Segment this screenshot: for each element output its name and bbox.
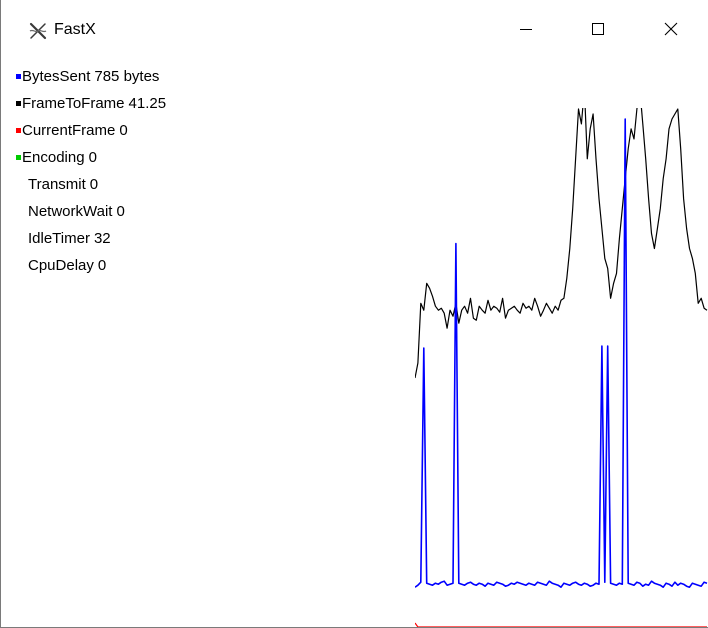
legend-name: CpuDelay <box>28 257 94 274</box>
legend-value: 785 bytes <box>94 68 160 85</box>
legend-name: Transmit <box>28 176 86 193</box>
stats-plot <box>415 108 708 627</box>
legend-value: 0 <box>89 176 99 193</box>
stats-plot-svg <box>415 108 708 627</box>
legend-name: CurrentFrame <box>22 122 116 139</box>
series-line-2 <box>415 622 707 627</box>
window-title: FastX <box>54 21 96 38</box>
legend-value: 0 <box>119 122 128 139</box>
legend-swatch <box>16 155 21 160</box>
legend-value: 0 <box>88 149 97 166</box>
series-line-1 <box>415 118 708 589</box>
legend-value: 0 <box>97 257 107 274</box>
fastx-logo-icon <box>29 22 47 40</box>
legend-name: NetworkWait <box>28 203 113 220</box>
legend-name: BytesSent <box>22 68 91 85</box>
legend-name: Encoding <box>22 149 85 166</box>
series-line-0 <box>415 108 708 379</box>
maximize-icon <box>590 21 606 42</box>
legend-name: FrameToFrame <box>22 95 125 112</box>
legend-swatch <box>16 74 21 79</box>
legend-swatch <box>16 101 21 106</box>
legend-swatch <box>16 128 21 133</box>
legend-value: 41.25 <box>128 95 167 112</box>
title-bar[interactable]: FastX <box>1 0 708 62</box>
close-icon <box>663 21 679 42</box>
close-button[interactable] <box>635 0 707 62</box>
minimize-button[interactable] <box>490 0 562 62</box>
minimize-icon <box>518 21 534 42</box>
maximize-button[interactable] <box>562 0 634 62</box>
legend-value: 0 <box>116 203 125 220</box>
legend-name: IdleTimer <box>28 230 90 247</box>
legend-value: 32 <box>93 230 111 247</box>
